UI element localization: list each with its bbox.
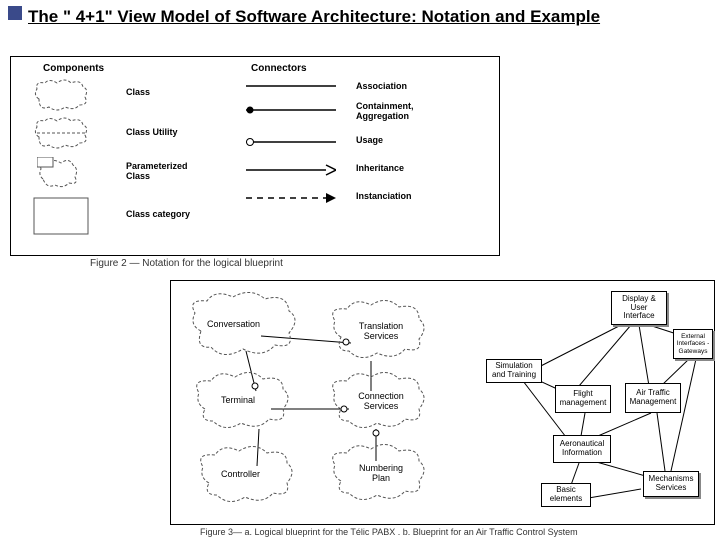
containment-line-icon	[246, 105, 336, 115]
conversation-label: Conversation	[207, 319, 260, 329]
flight-box: Flight management	[555, 385, 611, 413]
connection-label: Connection Services	[349, 391, 413, 411]
atm-box: Air Traffic Management	[625, 383, 681, 413]
class-utility-cloud-icon	[31, 117, 91, 151]
components-header: Components	[43, 63, 104, 74]
class-category-label: Class category	[126, 209, 190, 219]
usage-line-icon	[246, 137, 336, 147]
association-line-icon	[246, 81, 336, 91]
class-cloud-icon	[31, 79, 91, 113]
controller-label: Controller	[221, 469, 260, 479]
numbering-label: Numbering Plan	[351, 463, 411, 483]
figure-2-caption: Figure 2 — Notation for the logical blue…	[90, 258, 283, 269]
basic-box: Basic elements	[541, 483, 591, 507]
connectors-header: Connectors	[251, 63, 307, 74]
class-utility-label: Class Utility	[126, 127, 178, 137]
usage-label: Usage	[356, 135, 383, 145]
figure-2-panel: Components Connectors Class Class Utilit…	[10, 56, 500, 256]
terminal-label: Terminal	[221, 395, 255, 405]
slide-bullet	[8, 6, 22, 20]
class-label: Class	[126, 87, 150, 97]
class-category-icon	[33, 197, 89, 237]
pabx-diagram-svg	[171, 281, 471, 526]
simulation-box: Simulation and Training	[486, 359, 542, 383]
figure-3-caption: Figure 3— a. Logical blueprint for the T…	[200, 527, 578, 537]
param-class-icon	[37, 157, 83, 191]
instanciation-line-icon	[246, 191, 336, 205]
slide-title: The " 4+1" View Model of Software Archit…	[28, 6, 688, 28]
external-box: External Interfaces -Gateways	[673, 329, 713, 359]
translation-label: Translation Services	[351, 321, 411, 341]
mech-box: Mechanisms Services	[643, 471, 699, 497]
inheritance-line-icon	[246, 163, 336, 177]
display-box: Display & User Interface	[611, 291, 667, 325]
param-class-label: Parameterized Class	[126, 161, 206, 181]
containment-label: Containment, Aggregation	[356, 101, 446, 121]
inheritance-label: Inheritance	[356, 163, 404, 173]
association-label: Association	[356, 81, 407, 91]
instanciation-label: Instanciation	[356, 191, 412, 201]
aero-box: Aeronautical Information	[553, 435, 611, 463]
figure-3-panel: Conversation Translation Services Termin…	[170, 280, 715, 525]
